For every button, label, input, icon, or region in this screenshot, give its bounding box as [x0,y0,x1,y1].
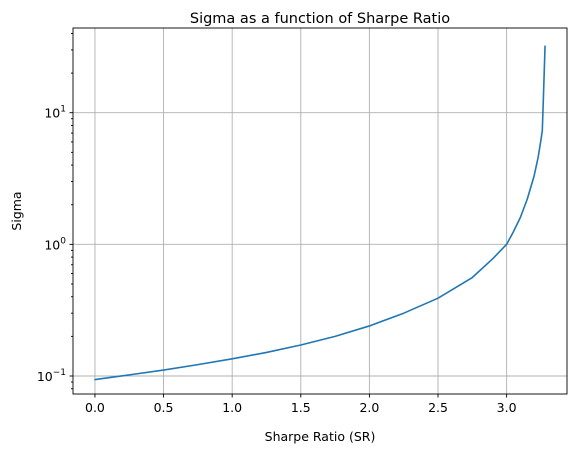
x-tick-label: 1.5 [291,400,311,415]
y-axis-label: Sigma [9,191,24,230]
chart-title: Sigma as a function of Sharpe Ratio [190,11,450,27]
x-tick-label: 3.0 [497,400,517,415]
x-tick-label: 0.0 [85,400,105,415]
grid-layer [73,28,567,394]
x-tick-label: 0.5 [154,400,174,415]
x-axis-label: Sharpe Ratio (SR) [265,429,376,444]
y-tick-label: 100 [44,236,66,252]
series-layer [94,45,546,381]
y-tick-label: 101 [44,105,66,121]
y-tick-label: 10−1 [37,368,66,384]
x-tick-label: 2.5 [428,400,448,415]
plot-frame [72,27,568,395]
x-tick-label: 1.0 [222,400,242,415]
series-line [94,45,546,381]
ticks-layer: 0.0 0.5 1.0 1.5 2.0 2.5 3.0 10−1 100 101 [37,32,517,415]
x-tick-label: 2.0 [359,400,379,415]
